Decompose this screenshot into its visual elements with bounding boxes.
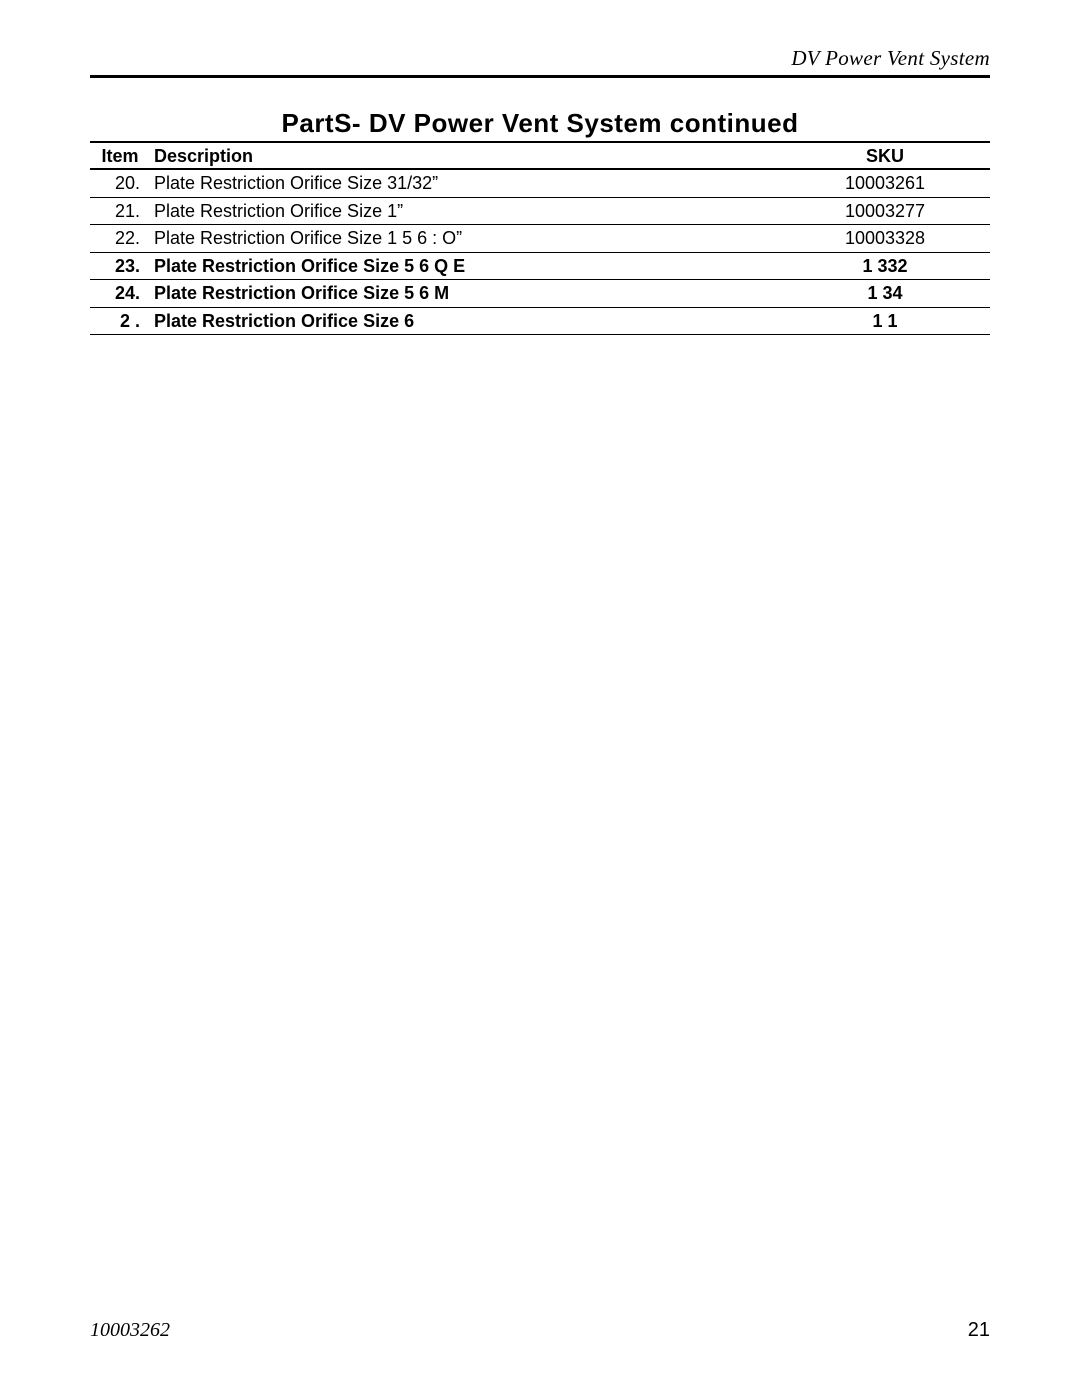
cell-item: 24. [90, 280, 150, 308]
header-rule: DV Power Vent System [90, 48, 990, 78]
col-header-sku: SKU [780, 145, 990, 169]
cell-description: Plate Restriction Orifice Size 1 5 6 : O… [150, 225, 780, 253]
table-row: 21. Plate Restriction Orifice Size 1” 10… [90, 197, 990, 225]
cell-description: Plate Restriction Orifice Size 5 6 M [150, 280, 780, 308]
cell-description: Plate Restriction Orifice Size 5 6 Q E [150, 252, 780, 280]
table-row: 2 . Plate Restriction Orifice Size 6 1 1 [90, 307, 990, 335]
cell-sku: 10003277 [780, 197, 990, 225]
page-footer: 10003262 21 [90, 1319, 990, 1342]
cell-sku: 10003261 [780, 169, 990, 197]
cell-item: 21. [90, 197, 150, 225]
table-row: 23. Plate Restriction Orifice Size 5 6 Q… [90, 252, 990, 280]
cell-sku: 10003328 [780, 225, 990, 253]
footer-document-number: 10003262 [90, 1319, 170, 1342]
table-header-row: Item Description SKU [90, 145, 990, 169]
cell-item: 22. [90, 225, 150, 253]
cell-sku: 1 1 [780, 307, 990, 335]
table-row: 22. Plate Restriction Orifice Size 1 5 6… [90, 225, 990, 253]
table-row: 24. Plate Restriction Orifice Size 5 6 M… [90, 280, 990, 308]
cell-description: Plate Restriction Orifice Size 1” [150, 197, 780, 225]
section-title: PartS- DV Power Vent System continued [90, 108, 990, 143]
header-title: DV Power Vent System [791, 46, 990, 71]
cell-item: 23. [90, 252, 150, 280]
col-header-item: Item [90, 145, 150, 169]
cell-sku: 1 34 [780, 280, 990, 308]
table-row: 20. Plate Restriction Orifice Size 31/32… [90, 169, 990, 197]
parts-table: Item Description SKU 20. Plate Restricti… [90, 145, 990, 335]
cell-description: Plate Restriction Orifice Size 6 [150, 307, 780, 335]
page: DV Power Vent System PartS- DV Power Ven… [0, 0, 1080, 1397]
cell-item: 20. [90, 169, 150, 197]
footer-page-number: 21 [968, 1319, 990, 1342]
col-header-description: Description [150, 145, 780, 169]
cell-description: Plate Restriction Orifice Size 31/32” [150, 169, 780, 197]
cell-sku: 1 332 [780, 252, 990, 280]
cell-item: 2 . [90, 307, 150, 335]
